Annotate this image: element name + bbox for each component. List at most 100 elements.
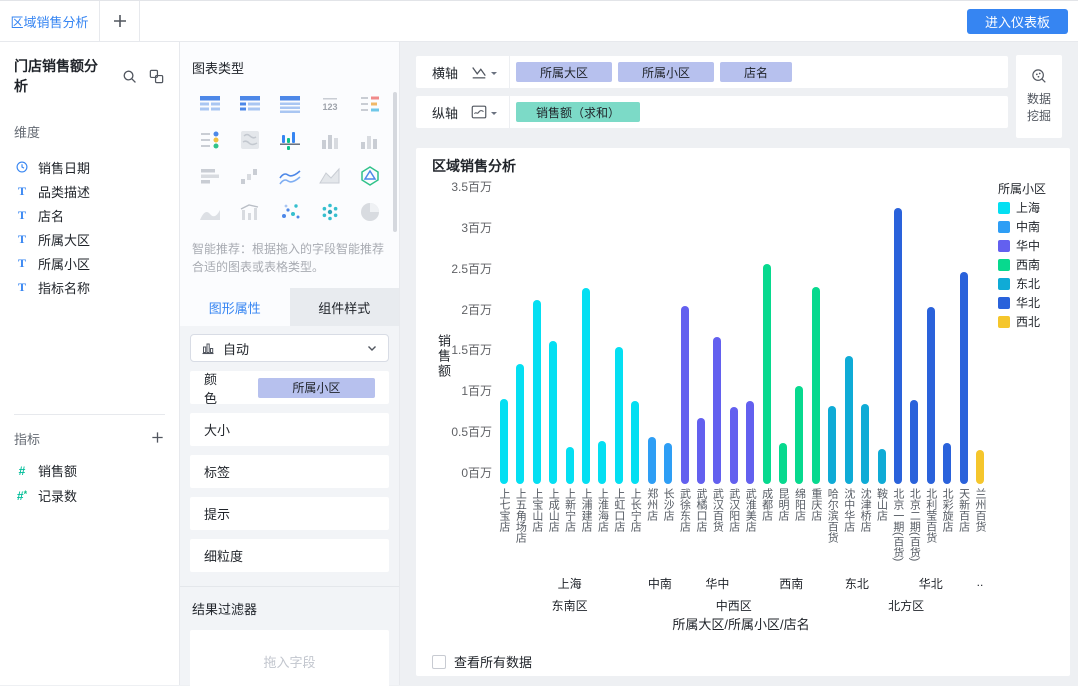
legend-item-西南[interactable]: 西南 [998,255,1046,274]
chart-type-multi-series-bar[interactable] [270,122,310,158]
caret-down-icon[interactable] [491,112,497,118]
bar-北彩旋店[interactable] [943,443,952,484]
bar-上虹口店[interactable] [614,346,623,484]
prop-row-color[interactable]: 颜色 所属小区 [190,371,389,406]
chart-type-line[interactable] [270,158,310,194]
bar-武汉百货[interactable] [713,337,722,484]
haxis-type-icon[interactable] [470,63,488,81]
panel-scrollbar[interactable] [393,92,397,232]
chart-type-combo[interactable] [230,194,270,230]
prop-row-label[interactable]: 标签 [190,455,389,488]
checkbox-icon[interactable] [432,654,446,669]
dimension-item-store[interactable]: T 店名 [0,203,179,227]
chart-type-bubble[interactable] [310,194,350,230]
chart-type-range-column[interactable] [230,158,270,194]
prop-row-granularity[interactable]: 细粒度 [190,539,389,572]
measure-item-record-count[interactable]: # * 记录数 [0,483,179,508]
bar-上七宝店[interactable] [500,399,508,484]
enter-dashboard-button[interactable]: 进入仪表板 [966,9,1068,34]
chart-type-indicator-card[interactable] [350,86,390,122]
legend-item-西北[interactable]: 西北 [998,312,1046,331]
legend-label: 华北 [1016,296,1041,310]
x-axis-title: 所属大区/所属小区/店名 [672,617,810,632]
chart-type-rich-text[interactable] [190,122,230,158]
chart-type-cross-table[interactable] [230,86,270,122]
haxis-pill-subregion[interactable]: 所属小区 [618,62,715,82]
bar-上新宁店[interactable] [565,446,574,484]
chart-type-detail-table[interactable] [270,86,310,122]
vaxis-pill-sales-sum[interactable]: 销售额（求和） [516,102,641,122]
marker-type-dropdown[interactable]: 自动 [190,334,389,362]
prop-row-size[interactable]: 大小 [190,413,389,446]
new-tab-button[interactable] [100,1,140,41]
bar-上长宁店[interactable] [631,400,640,484]
chart-type-area[interactable] [310,158,350,194]
chart-type-grid: 123 [190,86,389,230]
vaxis-type-icon[interactable] [470,103,488,121]
dimension-item-region[interactable]: T 所属大区 [0,227,179,251]
measure-item-sales[interactable]: # 销售额 [0,458,179,483]
x-label-北京二期(百货): 北京二期(百货) [908,488,921,562]
bar-上淮海店[interactable] [598,440,607,484]
tab-component-style[interactable]: 组件样式 [289,288,399,326]
prop-row-tooltip[interactable]: 提示 [190,497,389,530]
bar-北利莹百货[interactable] [926,306,935,484]
tab-region-sales[interactable]: 区域销售分析 [0,1,100,41]
tab-graphic-properties[interactable]: 图形属性 [180,288,290,326]
legend-item-中南[interactable]: 中南 [998,217,1046,236]
bar-天新百店[interactable] [959,271,968,484]
bar-长沙店[interactable] [664,443,673,484]
legend-item-华中[interactable]: 华中 [998,236,1046,255]
dimension-item-subregion[interactable]: T 所属小区 [0,251,179,275]
bar-沈中华店[interactable] [844,355,853,484]
chart-type-pie[interactable] [350,194,390,230]
bar-武橘口店[interactable] [696,418,705,484]
bar-上五角场店[interactable] [516,364,525,484]
bar-哈尔滨百货[interactable] [828,405,837,484]
chart-type-curve-area[interactable] [190,194,230,230]
search-icon[interactable] [121,68,138,85]
add-measure-button[interactable] [150,430,165,448]
chart-type-bar[interactable] [310,122,350,158]
chart-type-map[interactable] [230,122,270,158]
bar-郑州店[interactable] [647,436,656,484]
chart-type-scatter[interactable] [270,194,310,230]
chart-type-group-table[interactable] [190,86,230,122]
legend-item-上海[interactable]: 上海 [998,198,1046,217]
bar-沈津桥店[interactable] [861,404,870,484]
subregion-label-华中: 华中 [705,577,730,591]
bar-昆明店[interactable] [779,443,788,484]
chart-type-kpi-indicator[interactable]: 123 [310,86,350,122]
haxis-pill-store[interactable]: 店名 [720,62,793,82]
bar-武徐东店[interactable] [680,306,689,484]
bar-上宝山店[interactable] [532,300,541,484]
chart-type-radar[interactable] [350,158,390,194]
legend-item-华北[interactable]: 华北 [998,293,1046,312]
bar-北京一期(百货)[interactable] [893,208,902,484]
caret-down-icon[interactable] [491,72,497,78]
bar-成都店[interactable] [762,263,771,484]
filter-dropzone[interactable]: 拖入字段 [190,630,389,686]
bar-武淮美店[interactable] [746,400,755,484]
color-field-pill[interactable]: 所属小区 [257,377,375,398]
dimension-item-sales-date[interactable]: 销售日期 [0,155,179,179]
haxis-pill-region[interactable]: 所属大区 [516,62,613,82]
show-all-data-checkbox[interactable]: 查看所有数据 [432,652,532,671]
bar-绵阳店[interactable] [795,386,804,484]
plus-icon [113,15,126,27]
legend-label: 中南 [1016,220,1041,234]
bar-上浦建店[interactable] [582,288,591,484]
legend-item-东北[interactable]: 东北 [998,274,1046,293]
model-switch-icon[interactable] [148,68,165,85]
chart-type-column[interactable] [350,122,390,158]
bar-鞍山店[interactable] [877,449,886,484]
bar-重庆店[interactable] [811,287,820,484]
bar-兰州百货[interactable] [976,449,984,484]
data-mining-button[interactable]: 数据 挖掘 [1016,55,1062,138]
dimension-item-category[interactable]: T 品类描述 [0,179,179,203]
bar-北京二期(百货)[interactable] [910,400,919,484]
dimension-item-metric-name[interactable]: T 指标名称 [0,275,179,299]
bar-武汉阳店[interactable] [729,406,738,484]
chart-type-horizontal-bar[interactable] [190,158,230,194]
bar-上成山店[interactable] [549,341,558,484]
